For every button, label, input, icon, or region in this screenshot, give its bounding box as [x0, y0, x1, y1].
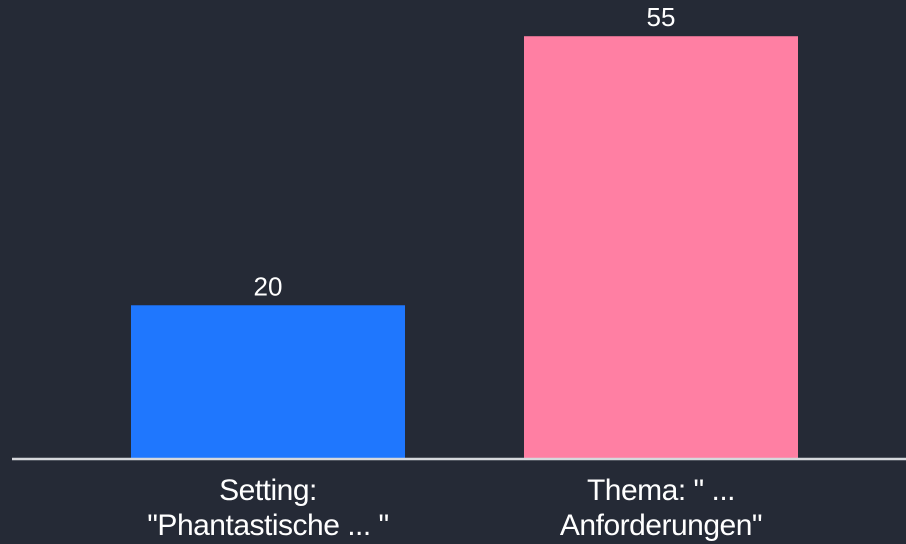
bar-value-label-1: 55: [647, 2, 676, 32]
bars-layer: [131, 36, 798, 459]
x-tick-label-1: Thema: " ... Anforderungen": [560, 474, 762, 542]
x-axis-tick-labels: Setting: "Phantastische ... " Thema: " ...…: [147, 474, 762, 542]
bar-value-label-0: 20: [254, 271, 283, 301]
x-tick-label-line-0-1: "Phantastische ... ": [147, 509, 388, 542]
x-tick-label-line-1-1: Anforderungen": [560, 509, 762, 542]
bar-0: [131, 305, 405, 459]
x-tick-label-line-0-0: Setting:: [219, 474, 317, 507]
bar-1: [524, 36, 798, 459]
x-tick-label-line-1-0: Thema: " ...: [587, 474, 735, 507]
x-tick-label-0: Setting: "Phantastische ... ": [147, 474, 388, 542]
